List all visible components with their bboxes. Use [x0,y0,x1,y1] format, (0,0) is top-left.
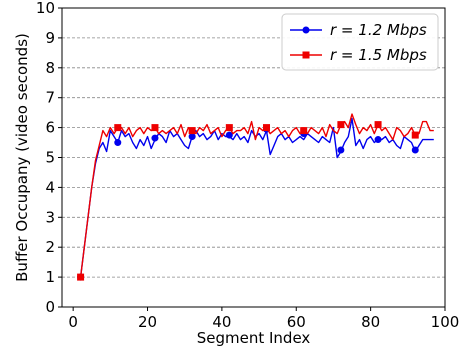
y-tick-label: 4 [45,178,55,196]
y-tick-label: 10 [36,0,55,17]
series-0-line [79,117,434,278]
series-1-point [411,131,419,139]
series-0-point [151,134,159,142]
series-1-point [374,121,382,129]
x-tick-label: 40 [212,313,231,331]
y-tick-label: 3 [45,208,55,226]
legend-label-0: r = 1.2 Mbps [330,21,427,39]
x-tick-label: 60 [287,313,306,331]
series-0-point [225,131,233,139]
legend-box [281,13,439,71]
y-tick-label: 8 [45,59,55,77]
grid [62,37,445,278]
y-tick-label: 9 [45,29,55,47]
y-axis-label: Buffer Occupany (video seconds) [13,33,31,282]
series-1-point [114,124,122,132]
series-0-point [114,139,122,147]
legend-label-1: r = 1.5 Mbps [330,46,427,64]
series-1-point [151,124,159,132]
legend-marker-0 [302,26,310,34]
x-axis-label: Segment Index [197,329,311,347]
series-1-line [79,113,434,278]
legend-marker-1 [302,51,310,59]
y-tick-label: 0 [45,298,55,316]
series-1-point [263,124,271,132]
x-tick-label: 0 [68,313,78,331]
series-0-point [374,136,382,144]
y-tick-label: 5 [45,149,55,167]
series-0-point [337,146,345,154]
series-1-point [225,124,233,132]
series-0-point [411,146,419,154]
series-1-point [300,127,308,135]
y-tick-label: 1 [45,268,55,286]
y-tick-label: 2 [45,238,55,256]
series-1-point [77,273,85,281]
x-tick-label: 20 [138,313,157,331]
y-tick-label: 6 [45,119,55,137]
series-layer [77,113,434,281]
series-0-point [188,133,196,141]
x-axis: 0 20 40 60 80 100 [68,307,459,331]
x-tick-label: 80 [361,313,380,331]
series-1-point [337,121,345,129]
y-tick-label: 7 [45,89,55,107]
x-tick-label: 100 [431,313,460,331]
series-1-point [188,127,196,135]
legend: r = 1.2 Mbps r = 1.5 Mbps [281,13,439,71]
y-axis: 0 1 2 3 4 5 6 7 8 9 10 [36,0,62,316]
